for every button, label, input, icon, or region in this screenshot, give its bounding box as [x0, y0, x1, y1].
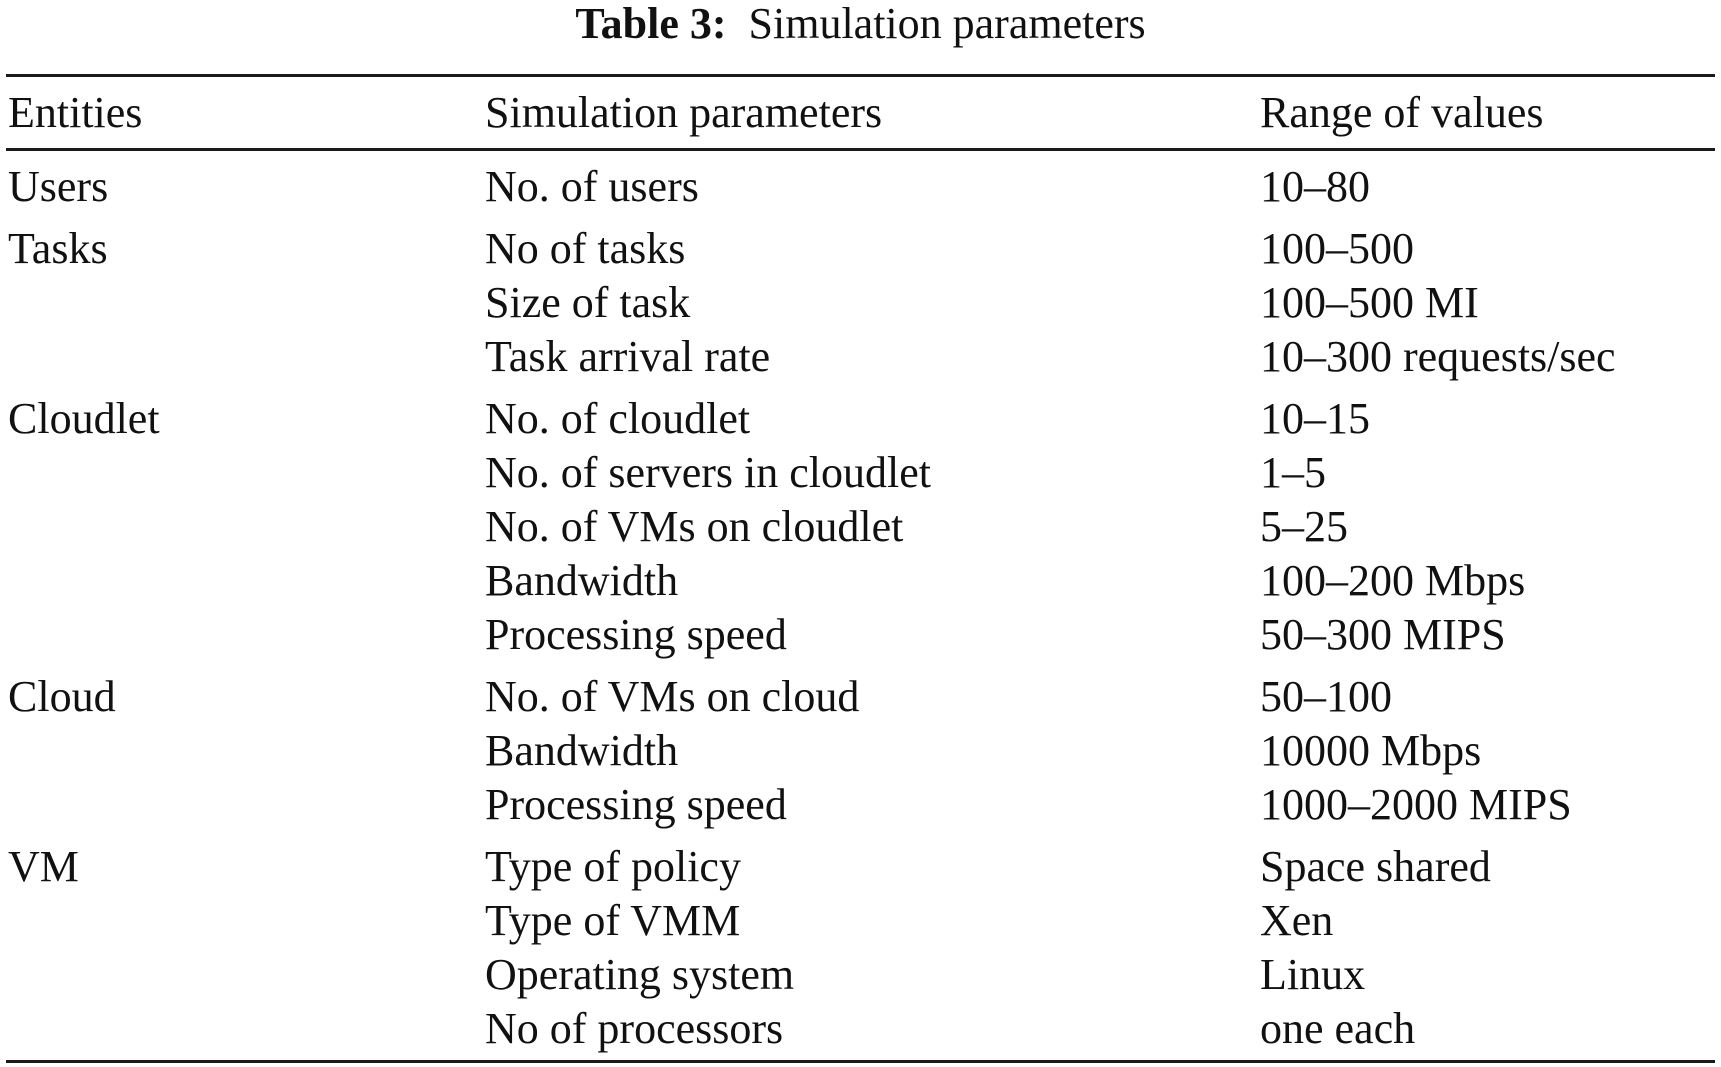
table-row: Cloud No. of VMs on cloud 50–100	[0, 670, 1721, 724]
parameter-cell: No of processors	[485, 1004, 784, 1053]
entity-cell: Cloud	[8, 672, 116, 721]
entity-cell: Cloudlet	[8, 394, 160, 443]
value-cell: Linux	[1260, 950, 1366, 999]
value-cell: one each	[1260, 1004, 1416, 1053]
table-row: Cloudlet No. of cloudlet 10–15	[0, 392, 1721, 446]
parameter-cell: Operating system	[485, 950, 795, 999]
value-cell: 100–500 MI	[1260, 278, 1479, 327]
entity-cell: VM	[8, 842, 79, 891]
value-cell: 100–200 Mbps	[1260, 556, 1526, 605]
parameter-cell: Task arrival rate	[485, 332, 771, 381]
parameter-cell: No. of cloudlet	[485, 394, 751, 443]
entity-cell: Tasks	[8, 224, 108, 273]
parameter-cell: Size of task	[485, 278, 691, 327]
table-row: No. of VMs on cloudlet 5–25	[0, 500, 1721, 554]
parameter-cell: Processing speed	[485, 780, 787, 829]
table-row: Bandwidth 10000 Mbps	[0, 724, 1721, 778]
table-row: Processing speed 1000–2000 MIPS	[0, 778, 1721, 832]
header-parameters: Simulation parameters	[485, 88, 883, 137]
table-row: Users No. of users 10–80	[0, 160, 1721, 214]
value-cell: Space shared	[1260, 842, 1491, 891]
value-cell: 50–100	[1260, 672, 1392, 721]
table-header-rule	[6, 148, 1715, 151]
value-cell: 1–5	[1260, 448, 1326, 497]
parameter-cell: Type of policy	[485, 842, 741, 891]
value-cell: 100–500	[1260, 224, 1414, 273]
table-header-row: Entities Simulation parameters Range of …	[0, 86, 1721, 140]
value-cell: 10000 Mbps	[1260, 726, 1482, 775]
value-cell: 10–15	[1260, 394, 1370, 443]
value-cell: 10–80	[1260, 162, 1370, 211]
parameter-cell: Bandwidth	[485, 556, 679, 605]
table-top-rule	[6, 74, 1715, 77]
table-caption: Table 3: Simulation parameters	[0, 0, 1721, 48]
value-cell: Xen	[1260, 896, 1334, 945]
table-row: No. of servers in cloudlet 1–5	[0, 446, 1721, 500]
table-row: Task arrival rate 10–300 requests/sec	[0, 330, 1721, 384]
table-row: Bandwidth 100–200 Mbps	[0, 554, 1721, 608]
header-range: Range of values	[1260, 88, 1544, 137]
table-bottom-rule	[6, 1060, 1715, 1063]
value-cell: 5–25	[1260, 502, 1348, 551]
value-cell: 10–300 requests/sec	[1260, 332, 1616, 381]
table-row: Operating system Linux	[0, 948, 1721, 1002]
table-row: VM Type of policy Space shared	[0, 840, 1721, 894]
table-caption-label: Table 3:	[575, 0, 727, 48]
parameter-cell: Bandwidth	[485, 726, 679, 775]
table-caption-title: Simulation parameters	[748, 0, 1146, 48]
table-row: Tasks No of tasks 100–500	[0, 222, 1721, 276]
value-cell: 1000–2000 MIPS	[1260, 780, 1572, 829]
parameter-cell: No. of users	[485, 162, 699, 211]
table-row: Type of VMM Xen	[0, 894, 1721, 948]
parameter-cell: No of tasks	[485, 224, 686, 273]
entity-cell: Users	[8, 162, 109, 211]
value-cell: 50–300 MIPS	[1260, 610, 1506, 659]
table-row: Processing speed 50–300 MIPS	[0, 608, 1721, 662]
parameter-cell: No. of VMs on cloudlet	[485, 502, 904, 551]
table-row: Size of task 100–500 MI	[0, 276, 1721, 330]
parameter-cell: No. of servers in cloudlet	[485, 448, 931, 497]
header-entities: Entities	[8, 88, 143, 137]
parameter-cell: Processing speed	[485, 610, 787, 659]
parameter-cell: Type of VMM	[485, 896, 741, 945]
table-row: No of processors one each	[0, 1002, 1721, 1056]
parameter-cell: No. of VMs on cloud	[485, 672, 860, 721]
